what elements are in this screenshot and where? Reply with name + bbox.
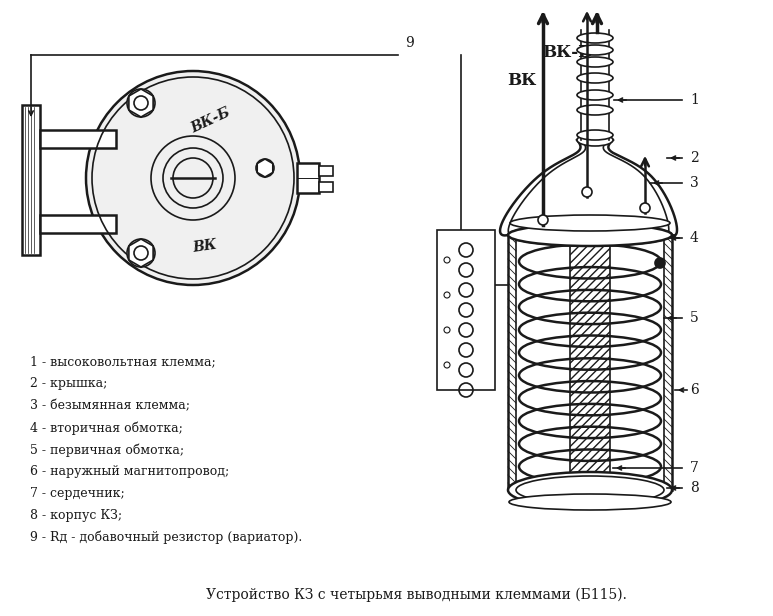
Text: 6: 6 bbox=[690, 383, 699, 397]
Ellipse shape bbox=[508, 224, 672, 246]
Bar bbox=[40, 130, 116, 148]
Text: ВК-Б: ВК-Б bbox=[189, 105, 233, 136]
Text: 7 - сердечник;: 7 - сердечник; bbox=[30, 487, 124, 500]
Text: 5 - первичная обмотка;: 5 - первичная обмотка; bbox=[30, 443, 184, 456]
Text: 7: 7 bbox=[690, 461, 699, 475]
Ellipse shape bbox=[577, 33, 613, 43]
Ellipse shape bbox=[577, 90, 613, 100]
Text: 8 - корпус КЗ;: 8 - корпус КЗ; bbox=[30, 509, 122, 522]
Circle shape bbox=[538, 215, 548, 225]
Circle shape bbox=[444, 327, 450, 333]
Bar bbox=[319, 166, 333, 176]
Text: 6 - наружный магнитопровод;: 6 - наружный магнитопровод; bbox=[30, 465, 230, 478]
Circle shape bbox=[444, 362, 450, 368]
Circle shape bbox=[655, 258, 665, 268]
Text: 4: 4 bbox=[690, 231, 699, 245]
Ellipse shape bbox=[577, 57, 613, 67]
Text: ВК: ВК bbox=[507, 71, 536, 89]
Circle shape bbox=[256, 159, 274, 177]
Text: 9: 9 bbox=[405, 36, 414, 50]
Bar bbox=[570, 240, 610, 485]
Text: 2 - крышка;: 2 - крышка; bbox=[30, 377, 107, 390]
Circle shape bbox=[86, 71, 300, 285]
Ellipse shape bbox=[577, 130, 613, 140]
Bar bbox=[319, 182, 333, 192]
Circle shape bbox=[444, 292, 450, 298]
Text: 3: 3 bbox=[690, 176, 699, 190]
Text: 1 - высоковольтная клемма;: 1 - высоковольтная клемма; bbox=[30, 355, 216, 368]
Text: 1: 1 bbox=[690, 93, 699, 107]
Text: ВК-Б: ВК-Б bbox=[542, 44, 592, 60]
Circle shape bbox=[582, 187, 592, 197]
Text: 2: 2 bbox=[690, 151, 699, 165]
Ellipse shape bbox=[577, 73, 613, 83]
Circle shape bbox=[127, 239, 155, 267]
Ellipse shape bbox=[577, 105, 613, 115]
Text: 4 - вторичная обмотка;: 4 - вторичная обмотка; bbox=[30, 421, 183, 434]
Ellipse shape bbox=[509, 494, 671, 510]
Ellipse shape bbox=[508, 472, 672, 508]
Ellipse shape bbox=[577, 45, 613, 55]
Bar bbox=[40, 215, 116, 233]
Text: 9 - Rд - добавочный резистор (вариатор).: 9 - Rд - добавочный резистор (вариатор). bbox=[30, 531, 302, 545]
Bar bbox=[297, 163, 319, 193]
Ellipse shape bbox=[510, 215, 670, 231]
Circle shape bbox=[444, 257, 450, 263]
Bar bbox=[22, 105, 40, 255]
Circle shape bbox=[640, 203, 650, 213]
Text: 5: 5 bbox=[690, 311, 699, 325]
Text: 3 - безымянная клемма;: 3 - безымянная клемма; bbox=[30, 399, 190, 412]
Bar bbox=[437, 230, 495, 390]
Text: 8: 8 bbox=[690, 481, 699, 495]
Text: Устройство КЗ с четырьмя выводными клеммами (Б115).: Устройство КЗ с четырьмя выводными клемм… bbox=[206, 588, 626, 602]
Circle shape bbox=[127, 89, 155, 117]
Ellipse shape bbox=[508, 224, 672, 246]
Text: ВК: ВК bbox=[192, 237, 218, 254]
Ellipse shape bbox=[577, 134, 613, 146]
